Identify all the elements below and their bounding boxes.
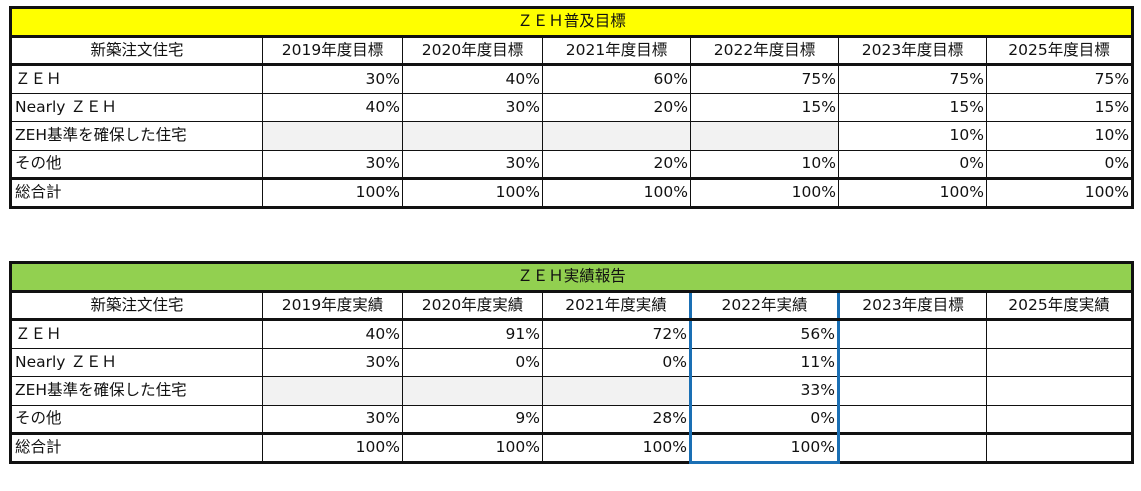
table-cell: 30% bbox=[262, 347, 403, 377]
table-cell: 100% bbox=[985, 177, 1134, 208]
row-label: ZEH基準を確保した住宅 bbox=[10, 121, 263, 151]
empty-cell bbox=[542, 376, 691, 406]
table-cell: 15% bbox=[838, 92, 987, 122]
table-cell bbox=[985, 404, 1134, 434]
results-header-2019: 2019年度実績 bbox=[262, 290, 403, 321]
table-cell: 40% bbox=[402, 64, 543, 94]
table-cell: 100% bbox=[542, 432, 691, 463]
zeh-target-table: ＺＥＨ普及目標 新築注文住宅 2019年度目標 2020年度目標 2021年度目… bbox=[8, 6, 1135, 209]
empty-cell bbox=[262, 121, 403, 151]
table-row: その他 30% 30% 20% 10% 0% 0% bbox=[10, 149, 1134, 179]
table-row: Nearly ＺＥＨ 40% 30% 20% 15% 15% 15% bbox=[10, 92, 1134, 122]
results-header-2023: 2023年度目標 bbox=[838, 290, 987, 321]
table-cell: 10% bbox=[985, 121, 1134, 151]
table-cell: 100% bbox=[402, 432, 543, 463]
target-header-2023: 2023年度目標 bbox=[838, 35, 987, 66]
table-cell: 30% bbox=[262, 149, 403, 179]
table-row: その他 30% 9% 28% 0% bbox=[10, 404, 1134, 434]
target-header-2020: 2020年度目標 bbox=[402, 35, 543, 66]
table-cell: 72% bbox=[542, 319, 691, 349]
table-cell bbox=[838, 347, 987, 377]
total-row: 総合計 100% 100% 100% 100% bbox=[10, 432, 1134, 464]
row-label: Nearly ＺＥＨ bbox=[10, 347, 263, 377]
table-row: ZEH基準を確保した住宅 33% bbox=[10, 376, 1134, 406]
table-cell: 9% bbox=[402, 404, 543, 434]
results-table-title: ＺＥＨ実績報告 bbox=[8, 261, 1135, 293]
table-cell: 10% bbox=[838, 121, 987, 151]
target-header-2022: 2022年度目標 bbox=[690, 35, 839, 66]
table-cell: 75% bbox=[838, 64, 987, 94]
table-row: ＺＥＨ 30% 40% 60% 75% 75% 75% bbox=[10, 64, 1134, 94]
target-table-title: ＺＥＨ普及目標 bbox=[8, 6, 1135, 38]
table-cell: 30% bbox=[402, 92, 543, 122]
row-label: 総合計 bbox=[10, 177, 263, 208]
table-cell bbox=[985, 319, 1134, 349]
table-cell: 100% bbox=[262, 177, 403, 208]
table-row: ＺＥＨ 40% 91% 72% 56% bbox=[10, 319, 1134, 349]
table-cell: 30% bbox=[262, 64, 403, 94]
table-cell bbox=[838, 376, 987, 406]
results-header-2025: 2025年度実績 bbox=[985, 290, 1134, 321]
table-cell bbox=[838, 432, 987, 463]
table-cell: 0% bbox=[838, 149, 987, 179]
table-cell: 60% bbox=[542, 64, 691, 94]
table-cell: 75% bbox=[985, 64, 1134, 94]
table-cell bbox=[838, 319, 987, 349]
table-cell: 40% bbox=[262, 92, 403, 122]
table-cell: 100% bbox=[402, 177, 543, 208]
total-row: 総合計 100% 100% 100% 100% 100% 100% bbox=[10, 177, 1134, 208]
row-label: その他 bbox=[10, 149, 263, 179]
table-cell bbox=[838, 404, 987, 434]
target-header-category: 新築注文住宅 bbox=[10, 35, 263, 66]
row-label: 総合計 bbox=[10, 432, 263, 463]
table-cell: 0% bbox=[985, 149, 1134, 179]
table-cell: 0% bbox=[402, 347, 543, 377]
table-cell: 100% bbox=[838, 177, 987, 208]
table-cell: 20% bbox=[542, 149, 691, 179]
table-cell: 100% bbox=[690, 177, 839, 208]
table-cell: 20% bbox=[542, 92, 691, 122]
highlighted-cell: 0% bbox=[689, 404, 840, 434]
row-label: Nearly ＺＥＨ bbox=[10, 92, 263, 122]
table-cell: 10% bbox=[690, 149, 839, 179]
empty-cell bbox=[690, 121, 839, 151]
table-cell: 30% bbox=[262, 404, 403, 434]
table-cell bbox=[985, 347, 1134, 377]
highlighted-cell: 100% bbox=[689, 432, 840, 464]
table-cell: 40% bbox=[262, 319, 403, 349]
results-header-2022: 2022年実績 bbox=[689, 289, 840, 321]
row-label: ＺＥＨ bbox=[10, 319, 263, 349]
zeh-results-table: ＺＥＨ実績報告 新築注文住宅 2019年度実績 2020年度実績 2021年度実… bbox=[8, 261, 1135, 464]
table-cell: 100% bbox=[542, 177, 691, 208]
table-cell: 15% bbox=[985, 92, 1134, 122]
target-header-2019: 2019年度目標 bbox=[262, 35, 403, 66]
highlighted-cell: 33% bbox=[689, 376, 840, 406]
table-cell: 100% bbox=[262, 432, 403, 463]
row-label: ＺＥＨ bbox=[10, 64, 263, 94]
table-cell bbox=[985, 432, 1134, 463]
empty-cell bbox=[402, 376, 543, 406]
empty-cell bbox=[402, 121, 543, 151]
empty-cell bbox=[262, 376, 403, 406]
table-cell: 30% bbox=[402, 149, 543, 179]
table-row: ZEH基準を確保した住宅 10% 10% bbox=[10, 121, 1134, 151]
results-header-2021: 2021年度実績 bbox=[542, 290, 691, 321]
row-label: その他 bbox=[10, 404, 263, 434]
target-header-2021: 2021年度目標 bbox=[542, 35, 691, 66]
highlighted-cell: 11% bbox=[689, 347, 840, 377]
target-header-2025: 2025年度目標 bbox=[985, 35, 1134, 66]
results-header-2020: 2020年度実績 bbox=[402, 290, 543, 321]
table-cell bbox=[985, 376, 1134, 406]
table-cell: 28% bbox=[542, 404, 691, 434]
empty-cell bbox=[542, 121, 691, 151]
results-header-category: 新築注文住宅 bbox=[10, 290, 263, 321]
highlighted-cell: 56% bbox=[689, 319, 840, 349]
table-cell: 75% bbox=[690, 64, 839, 94]
table-cell: 0% bbox=[542, 347, 691, 377]
table-cell: 91% bbox=[402, 319, 543, 349]
table-cell: 15% bbox=[690, 92, 839, 122]
table-row: Nearly ＺＥＨ 30% 0% 0% 11% bbox=[10, 347, 1134, 377]
row-label: ZEH基準を確保した住宅 bbox=[10, 376, 263, 406]
